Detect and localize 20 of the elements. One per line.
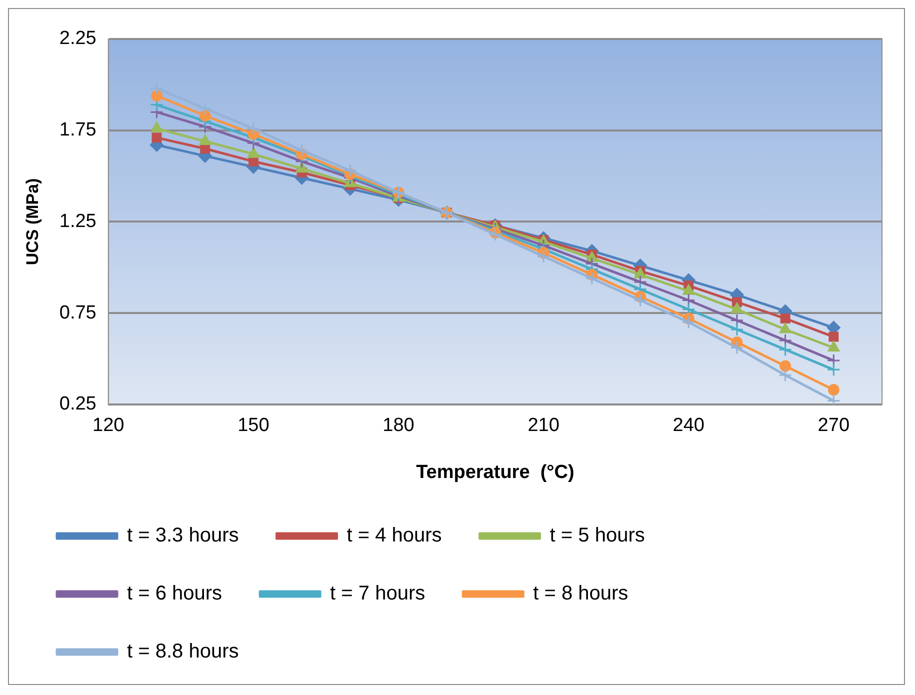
legend-label: t = 6 hours [127,582,222,605]
y-tick-label: 0.25 [59,394,96,415]
y-tick-label: 1.25 [59,210,96,232]
y-axis-title: UCS (MPa) [22,178,42,266]
x-tick-label: 120 [92,415,124,436]
legend-label: t = 3.3 hours [127,524,239,547]
x-tick-label: 210 [528,415,560,436]
legend-label: t = 8.8 hours [127,640,239,663]
x-tick-label: 270 [818,415,850,436]
x-tick-label: 240 [672,415,704,436]
legend-label: t = 7 hours [330,582,426,605]
x-tick-label: 180 [382,415,414,436]
y-tick-label: 0.75 [59,302,96,324]
legend-label: t = 5 hours [550,524,645,547]
y-tick-label: 2.25 [59,28,96,50]
y-tick-label: 1.75 [59,120,96,141]
x-tick-label: 150 [238,415,270,436]
legend-label: t = 8 hours [533,582,628,605]
legend-label: t = 4 hours [346,524,442,547]
x-axis-title: Temperature (°C) [416,462,574,483]
